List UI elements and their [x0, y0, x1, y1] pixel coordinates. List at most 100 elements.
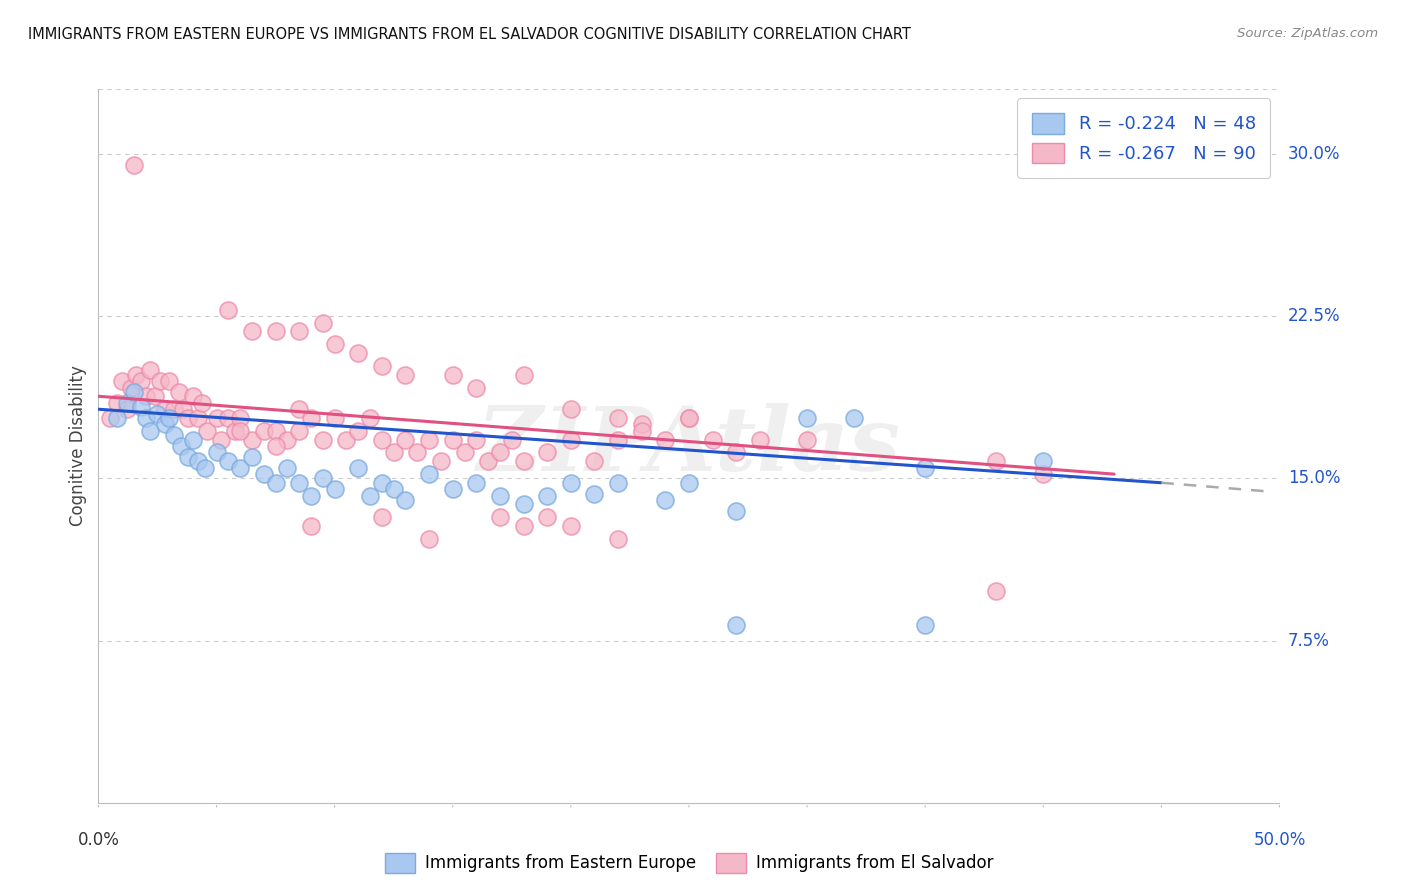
Point — [264, 325, 287, 339]
Point — [796, 410, 818, 425]
Point — [560, 433, 582, 447]
Point — [536, 445, 558, 459]
Point — [105, 396, 128, 410]
Point — [276, 460, 298, 475]
Point — [583, 454, 606, 468]
Text: Source: ZipAtlas.com: Source: ZipAtlas.com — [1237, 27, 1378, 40]
Point — [748, 433, 770, 447]
Point — [299, 489, 322, 503]
Point — [312, 471, 335, 485]
Point — [441, 482, 464, 496]
Point — [264, 439, 287, 453]
Point — [501, 433, 523, 447]
Point — [678, 410, 700, 425]
Point — [217, 410, 239, 425]
Point — [418, 532, 440, 546]
Point — [678, 475, 700, 490]
Point — [453, 445, 475, 459]
Point — [512, 454, 534, 468]
Point — [371, 475, 394, 490]
Point — [139, 363, 162, 377]
Point — [167, 384, 190, 399]
Point — [914, 618, 936, 632]
Point — [312, 316, 335, 330]
Point — [702, 433, 724, 447]
Point — [125, 368, 148, 382]
Point — [115, 396, 138, 410]
Text: 30.0%: 30.0% — [1288, 145, 1340, 163]
Point — [205, 445, 228, 459]
Point — [181, 433, 204, 447]
Text: 50.0%: 50.0% — [1253, 830, 1306, 848]
Point — [1032, 454, 1054, 468]
Point — [288, 424, 311, 438]
Point — [489, 489, 512, 503]
Point — [371, 359, 394, 373]
Point — [323, 410, 346, 425]
Point — [209, 433, 232, 447]
Point — [229, 460, 252, 475]
Text: 15.0%: 15.0% — [1288, 469, 1340, 487]
Point — [135, 389, 157, 403]
Point — [382, 482, 405, 496]
Point — [135, 410, 157, 425]
Point — [607, 433, 630, 447]
Point — [229, 410, 252, 425]
Point — [157, 374, 180, 388]
Point — [205, 410, 228, 425]
Point — [98, 410, 121, 425]
Point — [477, 454, 499, 468]
Point — [430, 454, 453, 468]
Point — [194, 460, 217, 475]
Point — [418, 433, 440, 447]
Point — [217, 454, 239, 468]
Point — [229, 424, 252, 438]
Text: 0.0%: 0.0% — [77, 830, 120, 848]
Point — [347, 460, 370, 475]
Point — [560, 402, 582, 417]
Point — [796, 433, 818, 447]
Point — [253, 467, 276, 482]
Point — [914, 460, 936, 475]
Point — [560, 475, 582, 490]
Point — [489, 510, 512, 524]
Point — [121, 381, 143, 395]
Legend: R = -0.224   N = 48, R = -0.267   N = 90: R = -0.224 N = 48, R = -0.267 N = 90 — [1018, 98, 1271, 178]
Point — [382, 445, 405, 459]
Point — [312, 433, 335, 447]
Point — [371, 433, 394, 447]
Point — [406, 445, 429, 459]
Point — [163, 402, 186, 417]
Point — [512, 519, 534, 533]
Point — [725, 445, 748, 459]
Point — [441, 368, 464, 382]
Point — [276, 433, 298, 447]
Point — [177, 450, 200, 464]
Point — [157, 410, 180, 425]
Point — [187, 410, 209, 425]
Point — [347, 346, 370, 360]
Point — [725, 618, 748, 632]
Point — [264, 424, 287, 438]
Y-axis label: Cognitive Disability: Cognitive Disability — [69, 366, 87, 526]
Point — [187, 454, 209, 468]
Point — [512, 368, 534, 382]
Point — [153, 402, 176, 417]
Point — [844, 410, 866, 425]
Point — [607, 532, 630, 546]
Point — [465, 381, 488, 395]
Point — [323, 337, 346, 351]
Point — [984, 454, 1007, 468]
Point — [105, 410, 128, 425]
Point — [149, 374, 172, 388]
Point — [191, 396, 214, 410]
Point — [371, 510, 394, 524]
Point — [536, 510, 558, 524]
Point — [1032, 467, 1054, 482]
Point — [394, 433, 416, 447]
Point — [122, 384, 145, 399]
Point — [288, 402, 311, 417]
Point — [489, 445, 512, 459]
Point — [177, 410, 200, 425]
Point — [335, 433, 357, 447]
